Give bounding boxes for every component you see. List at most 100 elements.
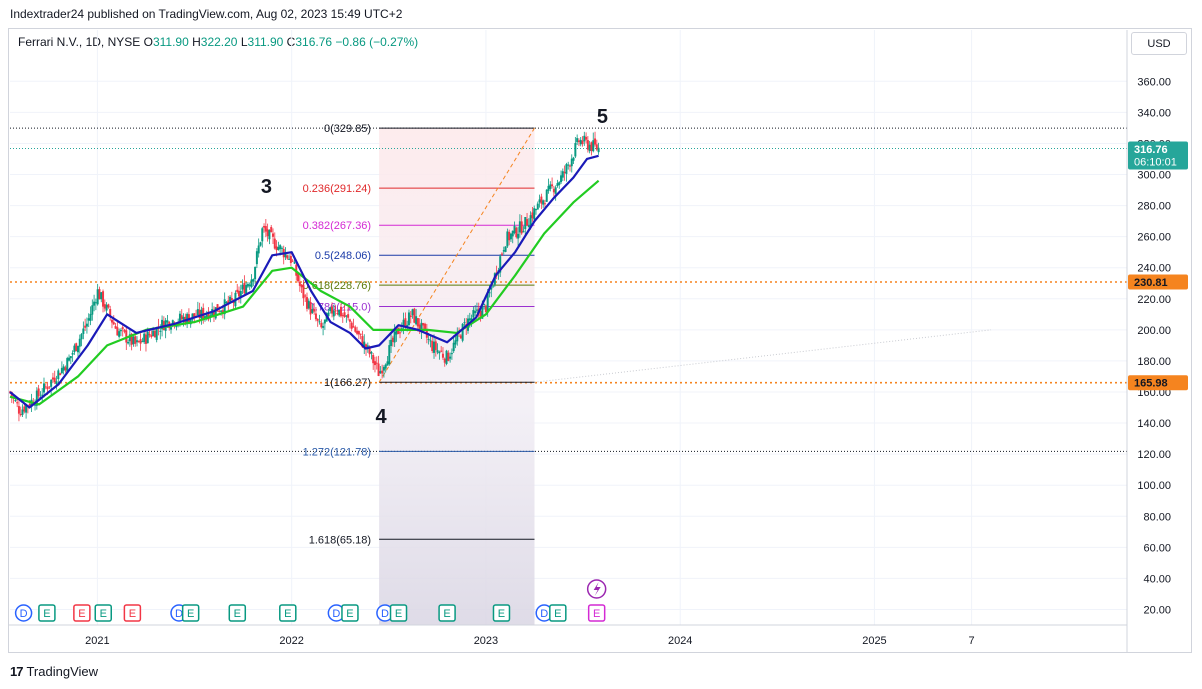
candle-body [499,256,502,273]
open-label: O [143,35,153,49]
candle-body [452,342,455,352]
event-marker[interactable]: D [14,604,33,622]
candle-body [332,310,335,317]
candle-body [212,312,215,316]
candle-body [103,304,106,309]
candle-body [293,262,296,264]
candle-body [556,183,559,186]
candle-body [82,328,85,334]
event-marker[interactable]: E [73,604,91,622]
candle-body [338,309,341,316]
candle-body [248,284,251,287]
candle-body [207,311,210,320]
candle-body [522,231,525,233]
y-tick-label: 200.00 [1137,325,1171,337]
candle-body [415,316,418,325]
candle-body [246,284,249,287]
y-tick-label: 140.00 [1137,418,1171,430]
candle-body [370,352,373,354]
x-tick-label: 2021 [85,635,109,647]
candle-body [127,341,130,344]
candle-body [309,301,312,315]
price-label-text: 316.76 [1134,144,1168,156]
candle-body [454,340,457,345]
candle-body [433,341,436,353]
candle-body [166,320,169,323]
candle-body [204,316,207,319]
currency-button[interactable]: USD [1131,32,1187,55]
earnings-icon [279,604,297,622]
candle-body [518,221,521,233]
price-label-box [1128,375,1188,391]
earnings-icon [492,604,511,622]
price-label-box [1128,141,1188,170]
event-letter: D [175,608,183,620]
event-marker[interactable]: E [389,604,408,622]
tradingview-footer: 17 TradingView [10,664,98,679]
candle-body [229,296,232,302]
candle-body [62,366,65,371]
candle-body [361,336,364,348]
candle-body [132,336,135,345]
candle-body [445,350,448,364]
candle-body [567,164,570,166]
candle-body [357,331,360,335]
wave-label: 4 [375,406,387,428]
candle-body [34,404,37,406]
event-marker[interactable]: E [38,604,56,622]
candle-body [59,373,62,376]
candle-body [472,310,475,318]
candle-body [397,328,400,335]
event-marker[interactable]: E [181,604,200,622]
candle-body [291,260,294,262]
candle-body [198,309,201,319]
earnings-icon [341,604,359,622]
candle-body [543,203,546,205]
fib-zone [379,128,535,625]
candle-body [80,333,83,340]
candle-body [533,208,536,220]
candle-body [318,321,321,323]
candle-body [381,370,384,374]
candle-body [171,320,174,325]
symbol-name[interactable]: Ferrari N.V., 1D, NYSE [18,35,141,49]
candle-body [23,406,26,412]
candle-body [263,225,266,228]
event-marker[interactable]: E [94,604,112,622]
event-marker[interactable]: E [587,604,606,622]
event-letter: E [129,608,136,620]
earnings-icon [389,604,408,622]
event-marker[interactable]: E [228,604,247,622]
y-tick-label: 180.00 [1137,356,1171,368]
candle-body [252,279,255,282]
candle-body [205,314,208,319]
candle-body [37,388,40,397]
candle-body [238,290,241,297]
candle-body [354,327,357,332]
lightning-bolt-icon [593,582,601,596]
event-marker[interactable]: E [279,604,297,622]
candle-body [536,203,539,210]
event-marker[interactable]: E [123,604,142,622]
candle-body [89,313,92,321]
candle-body [313,309,316,312]
event-marker[interactable]: E [492,604,511,622]
candle-body [431,341,434,352]
y-tick-label: 300.00 [1137,170,1171,182]
price-label-countdown: 06:10:01 [1134,156,1177,168]
event-marker[interactable]: D [327,604,346,622]
candle-body [509,233,512,240]
candle-body [538,199,541,203]
event-marker[interactable]: E [549,604,567,622]
event-marker[interactable]: E [341,604,359,622]
candle-body [347,314,350,318]
candle-body [461,323,464,341]
event-marker[interactable]: E [438,604,456,622]
footer-brand[interactable]: TradingView [26,664,99,679]
candle-body [551,184,554,187]
candle-body [46,387,49,390]
candle-body [434,341,437,351]
candle-body [305,297,308,309]
candle-body [418,324,421,330]
